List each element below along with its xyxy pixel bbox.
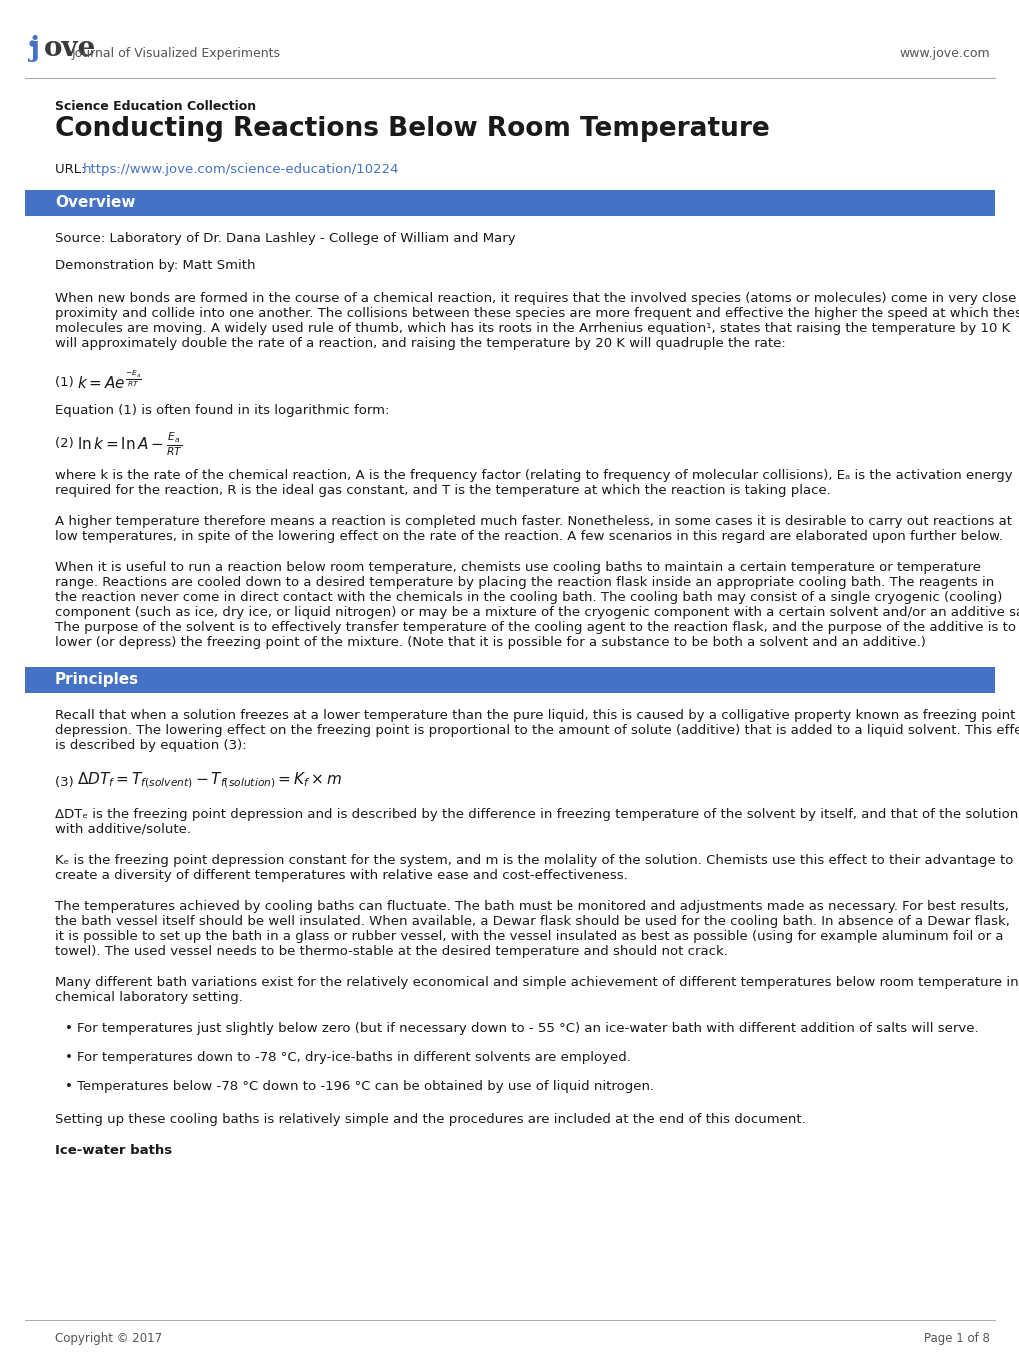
Text: ΔDTₑ is the freezing point depression and is described by the difference in free: ΔDTₑ is the freezing point depression an…	[55, 808, 1017, 822]
Text: $k = Ae^{\frac{-E_a}{RT}}$: $k = Ae^{\frac{-E_a}{RT}}$	[76, 369, 142, 392]
Text: j: j	[30, 35, 40, 62]
Text: When it is useful to run a reaction below room temperature, chemists use cooling: When it is useful to run a reaction belo…	[55, 561, 980, 574]
Text: molecules are moving. A widely used rule of thumb, which has its roots in the Ar: molecules are moving. A widely used rule…	[55, 322, 1009, 335]
Text: Kₑ is the freezing point depression constant for the system, and m is the molali: Kₑ is the freezing point depression cons…	[55, 854, 1013, 866]
Text: Equation (1) is often found in its logarithmic form:: Equation (1) is often found in its logar…	[55, 403, 389, 417]
Text: depression. The lowering effect on the freezing point is proportional to the amo: depression. The lowering effect on the f…	[55, 724, 1019, 737]
Text: The purpose of the solvent is to effectively transfer temperature of the cooling: The purpose of the solvent is to effecti…	[55, 621, 1015, 634]
Text: Many different bath variations exist for the relatively economical and simple ac: Many different bath variations exist for…	[55, 976, 1019, 989]
Text: Demonstration by: Matt Smith: Demonstration by: Matt Smith	[55, 259, 255, 272]
Text: ove: ove	[44, 35, 96, 62]
Text: the bath vessel itself should be well insulated. When available, a Dewar flask s: the bath vessel itself should be well in…	[55, 915, 1009, 928]
Text: required for the reaction, R is the ideal gas constant, and T is the temperature: required for the reaction, R is the idea…	[55, 483, 830, 497]
Text: For temperatures down to -78 °C, dry-ice-baths in different solvents are employe: For temperatures down to -78 °C, dry-ice…	[76, 1051, 631, 1065]
Text: Temperatures below -78 °C down to -196 °C can be obtained by use of liquid nitro: Temperatures below -78 °C down to -196 °…	[76, 1080, 653, 1093]
Text: Conducting Reactions Below Room Temperature: Conducting Reactions Below Room Temperat…	[55, 115, 769, 143]
Bar	[25, 190, 994, 216]
Text: lower (or depress) the freezing point of the mixture. (Note that it is possible : lower (or depress) the freezing point of…	[55, 636, 925, 649]
Text: with additive/solute.: with additive/solute.	[55, 823, 191, 837]
Text: towel). The used vessel needs to be thermo-stable at the desired temperature and: towel). The used vessel needs to be ther…	[55, 945, 728, 957]
Text: Journal of Visualized Experiments: Journal of Visualized Experiments	[72, 48, 280, 60]
Text: A higher temperature therefore means a reaction is completed much faster. Noneth: A higher temperature therefore means a r…	[55, 515, 1011, 528]
Text: it is possible to set up the bath in a glass or rubber vessel, with the vessel i: it is possible to set up the bath in a g…	[55, 930, 1003, 942]
Text: https://www.jove.com/science-education/10224: https://www.jove.com/science-education/1…	[83, 163, 399, 177]
Text: Principles: Principles	[55, 672, 139, 687]
Text: When new bonds are formed in the course of a chemical reaction, it requires that: When new bonds are formed in the course …	[55, 292, 1015, 306]
Text: Recall that when a solution freezes at a lower temperature than the pure liquid,: Recall that when a solution freezes at a…	[55, 709, 1014, 722]
Text: Source: Laboratory of Dr. Dana Lashley - College of William and Mary: Source: Laboratory of Dr. Dana Lashley -…	[55, 232, 516, 244]
Text: Ice-water baths: Ice-water baths	[55, 1143, 172, 1157]
Text: where k is the rate of the chemical reaction, A is the frequency factor (relatin: where k is the rate of the chemical reac…	[55, 469, 1012, 482]
Text: will approximately double the rate of a reaction, and raising the temperature by: will approximately double the rate of a …	[55, 337, 785, 350]
Text: www.jove.com: www.jove.com	[899, 48, 989, 60]
Text: proximity and collide into one another. The collisions between these species are: proximity and collide into one another. …	[55, 307, 1019, 320]
Text: For temperatures just slightly below zero (but if necessary down to - 55 °C) an : For temperatures just slightly below zer…	[76, 1023, 977, 1035]
Text: Overview: Overview	[55, 196, 136, 210]
Text: Setting up these cooling baths is relatively simple and the procedures are inclu: Setting up these cooling baths is relati…	[55, 1114, 805, 1126]
Text: component (such as ice, dry ice, or liquid nitrogen) or may be a mixture of the : component (such as ice, dry ice, or liqu…	[55, 606, 1019, 619]
Bar	[25, 667, 994, 693]
Text: low temperatures, in spite of the lowering effect on the rate of the reaction. A: low temperatures, in spite of the loweri…	[55, 530, 1002, 543]
Text: (2): (2)	[55, 437, 77, 449]
Text: (3): (3)	[55, 775, 77, 789]
Text: create a diversity of different temperatures with relative ease and cost-effecti: create a diversity of different temperat…	[55, 869, 627, 881]
Text: chemical laboratory setting.: chemical laboratory setting.	[55, 991, 243, 1004]
Text: •: •	[65, 1051, 72, 1065]
Text: Page 1 of 8: Page 1 of 8	[923, 1332, 989, 1344]
Text: Copyright © 2017: Copyright © 2017	[55, 1332, 162, 1344]
Text: The temperatures achieved by cooling baths can fluctuate. The bath must be monit: The temperatures achieved by cooling bat…	[55, 900, 1008, 913]
Text: range. Reactions are cooled down to a desired temperature by placing the reactio: range. Reactions are cooled down to a de…	[55, 576, 994, 589]
Text: Science Education Collection: Science Education Collection	[55, 100, 256, 113]
Text: •: •	[65, 1080, 72, 1093]
Text: $\Delta DT_f = T_{f(solvent)} - T_{f(solution)} = K_f \times m$: $\Delta DT_f = T_{f(solvent)} - T_{f(sol…	[76, 770, 342, 789]
Text: the reaction never come in direct contact with the chemicals in the cooling bath: the reaction never come in direct contac…	[55, 591, 1002, 604]
Text: $\ln k = \ln A - \frac{E_a}{RT}$: $\ln k = \ln A - \frac{E_a}{RT}$	[76, 430, 182, 459]
Text: URL:: URL:	[55, 163, 90, 177]
Text: •: •	[65, 1023, 72, 1035]
Text: (1): (1)	[55, 376, 77, 388]
Text: is described by equation (3):: is described by equation (3):	[55, 739, 247, 752]
